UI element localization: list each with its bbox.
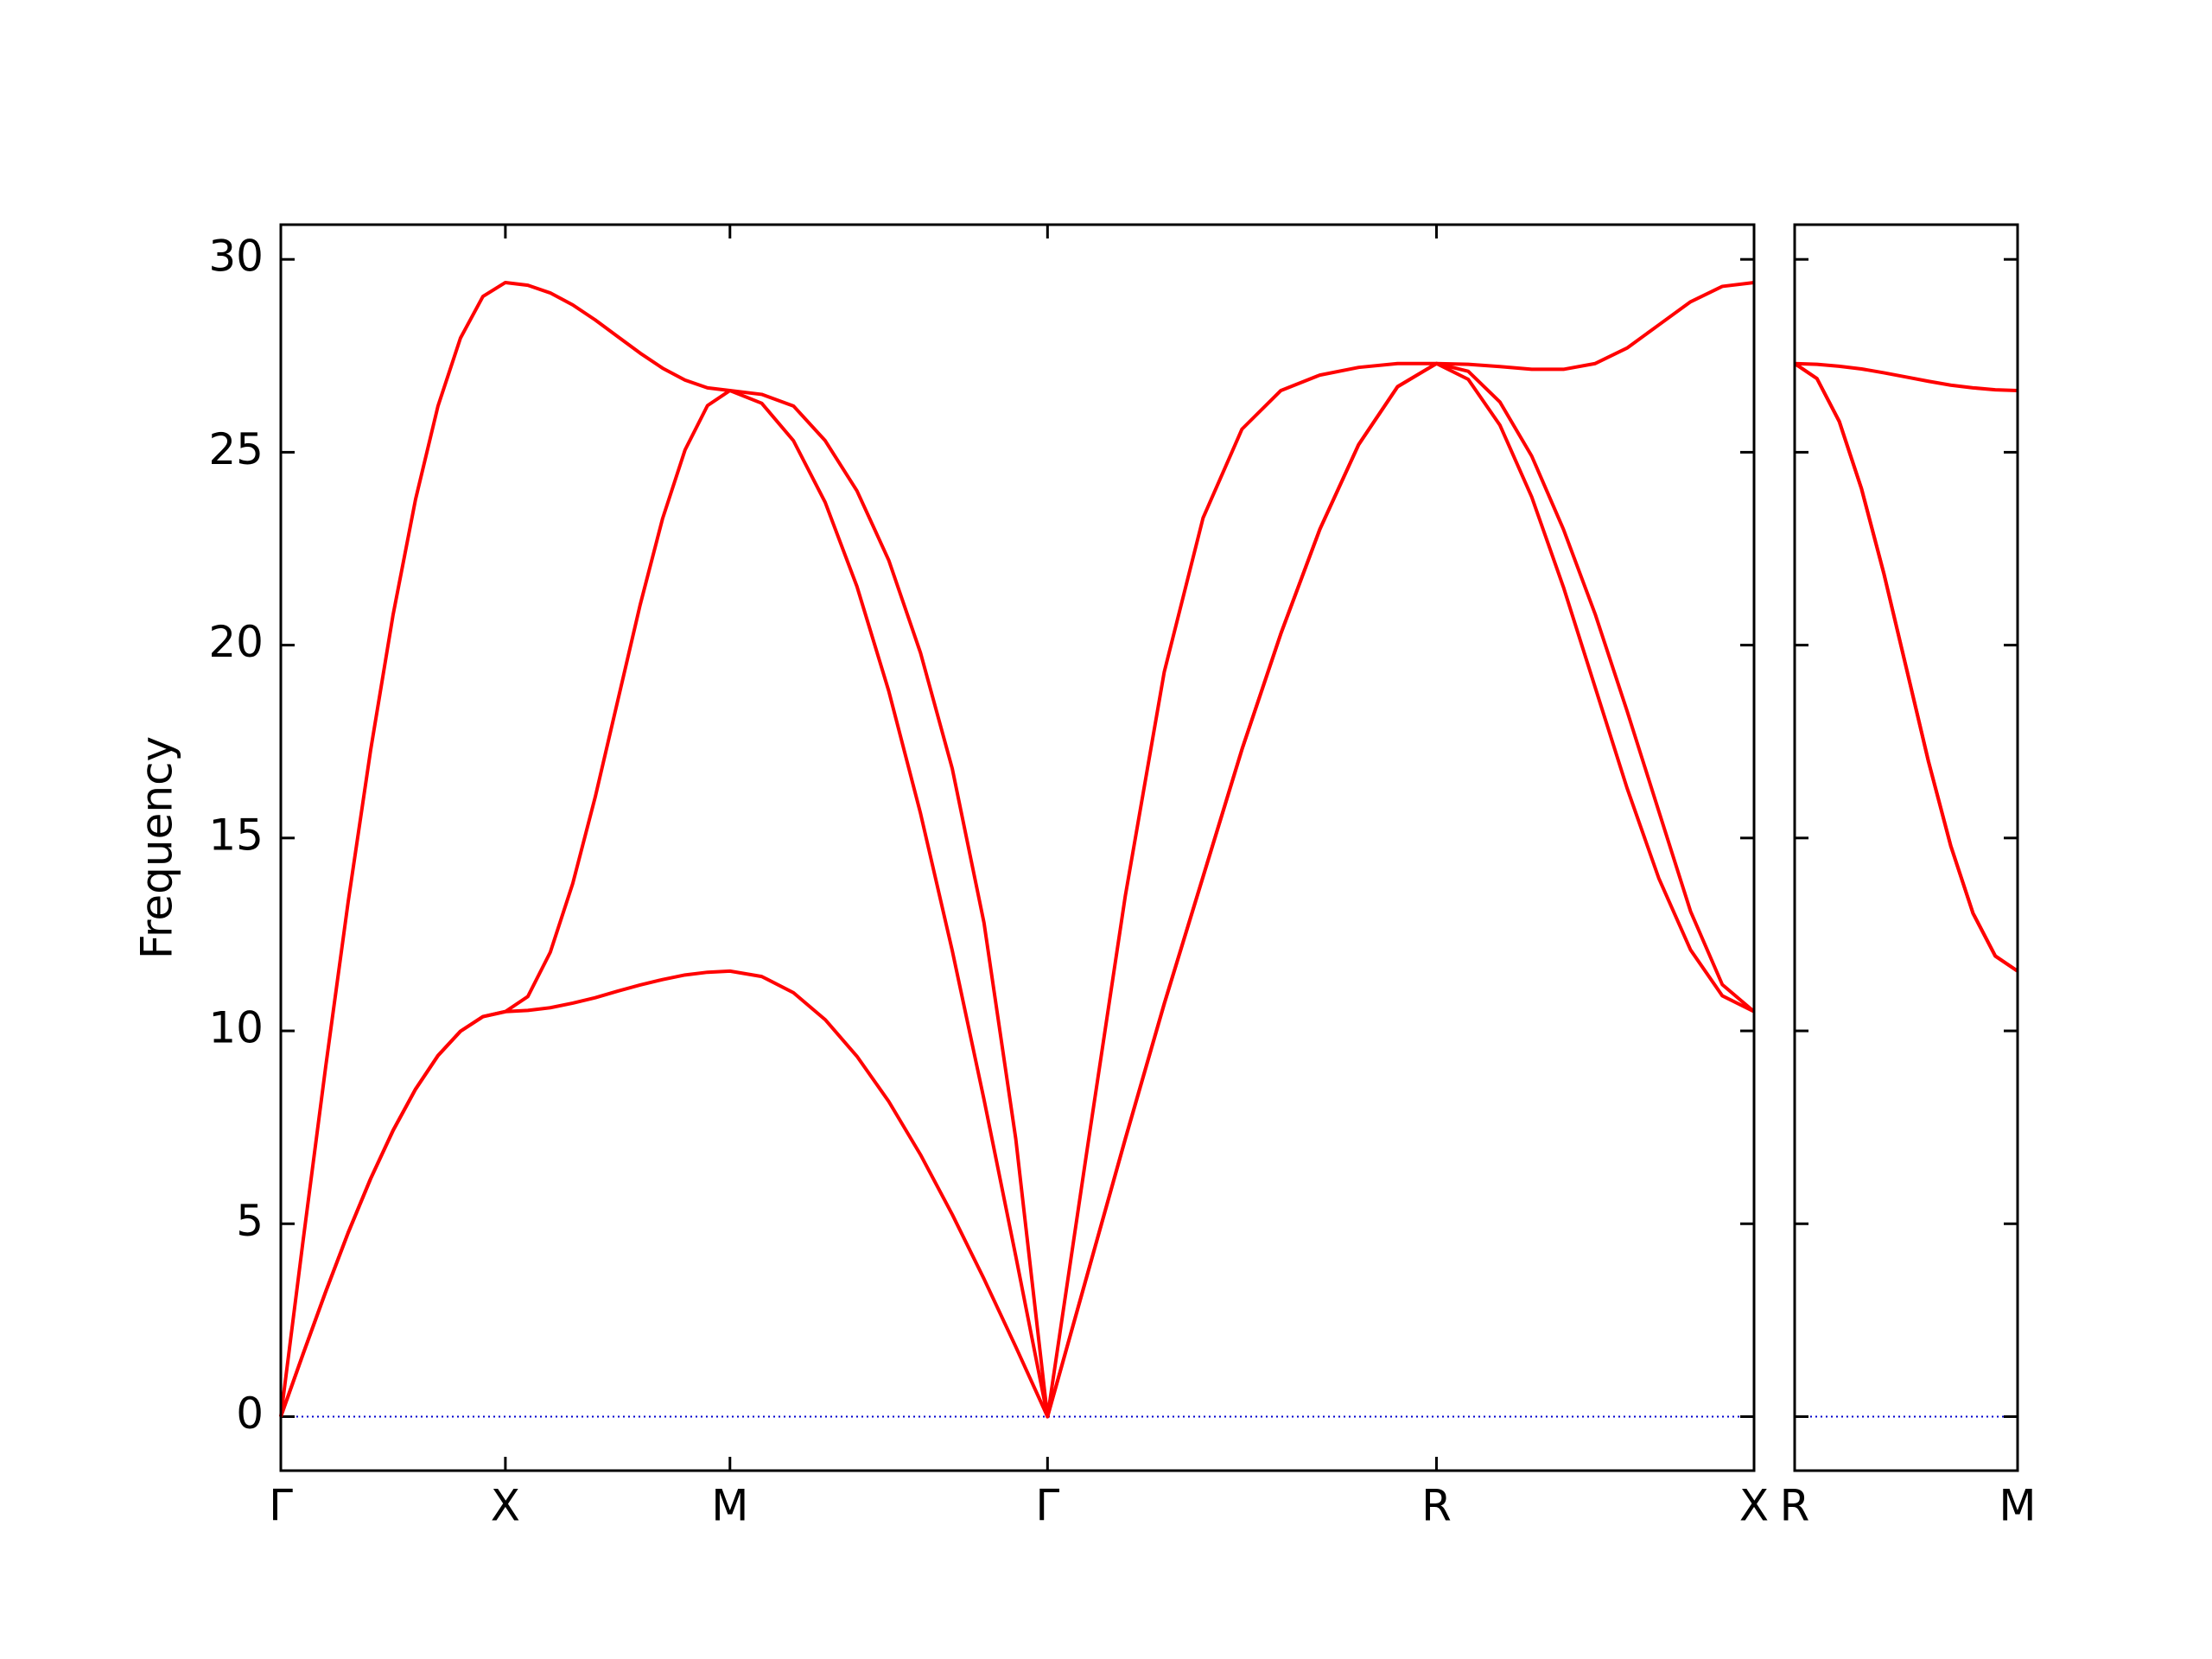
y-tick-label: 0 [236,1389,264,1439]
y-tick-label: 15 [208,810,264,860]
y-axis-label: Frequency [132,736,182,959]
y-tick-label: 20 [208,617,264,667]
x-tick-label: Γ [1035,1481,1059,1531]
x-tick-label: X [491,1481,520,1531]
band-line [279,280,1755,1419]
band-line [279,361,1756,1419]
band-line [1794,361,2018,392]
y-tick-label: 5 [236,1196,264,1246]
x-tick-label: X [1739,1481,1769,1531]
x-tick-label: M [711,1481,748,1531]
x-tick-label: Γ [269,1481,293,1531]
y-tick-label: 10 [208,1003,264,1053]
y-tick-label: 25 [208,424,264,474]
plot-frame [279,223,1756,1472]
y-tick-label: 30 [208,232,264,282]
x-tick-label: R [1780,1481,1810,1531]
band-line [1793,362,2019,973]
plot-frame [1793,223,2019,1472]
x-tick-label: R [1421,1481,1452,1531]
x-tick-label: M [1999,1481,2036,1531]
